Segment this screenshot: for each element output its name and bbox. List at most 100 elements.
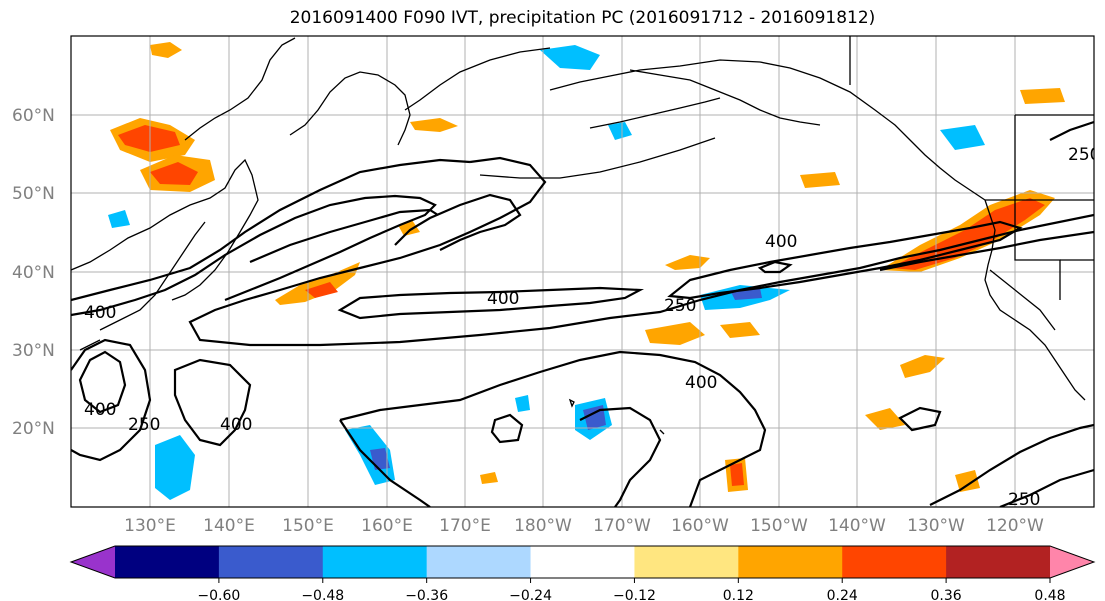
colorbar-segment: [946, 546, 1051, 578]
precip-anomaly-blob: [865, 408, 905, 430]
precip-anomaly-blob: [150, 162, 198, 185]
ivt-contour-400: [667, 220, 1023, 300]
ivt-contour-250: [71, 338, 152, 462]
precip-anomaly-blob: [150, 42, 182, 58]
lon-label: 170°W: [593, 516, 651, 536]
lon-label: 180°W: [514, 516, 572, 536]
contour-label: 400: [685, 373, 717, 393]
colorbar-segment: [115, 546, 220, 578]
colorbar-tick-label: −0.24: [509, 588, 552, 601]
ivt-contour-400: [898, 406, 942, 432]
precip-anomaly-blob: [410, 118, 458, 132]
ivt-contours: [71, 120, 1094, 507]
ivt-contour-400: [173, 358, 252, 447]
lat-label: 30°N: [12, 341, 55, 361]
precip-anomaly-blob: [940, 125, 985, 150]
ivt-contour-250: [999, 468, 1094, 507]
lat-label: 60°N: [12, 106, 55, 126]
ivt-contour-250: [1049, 120, 1094, 141]
precip-anomaly-blob: [108, 210, 130, 228]
contour-label: 250: [664, 296, 696, 316]
precip-anomaly-blob: [480, 472, 498, 484]
colorbar-extend-min: [71, 546, 115, 578]
longitude-labels: 130°E 140°E 150°E 160°E 170°E 180°W 170°…: [124, 516, 1044, 536]
colorbar-tick-label: −0.36: [405, 588, 448, 601]
colorbar-tick-label: 0.24: [827, 588, 858, 601]
ivt-contour-250: [188, 156, 1094, 347]
contour-label: 250: [128, 415, 160, 435]
precip-shading: [108, 42, 1065, 500]
map-title: 2016091400 F090 IVT, precipitation PC (2…: [289, 8, 876, 28]
precip-anomaly-blob: [305, 282, 338, 298]
colorbar-segment: [218, 546, 324, 578]
precip-anomaly-blob: [583, 405, 606, 430]
lon-label: 120°W: [986, 516, 1044, 536]
precip-anomaly-blob: [540, 45, 600, 70]
lon-label: 140°W: [828, 516, 886, 536]
colorbar: [69, 545, 1096, 579]
contour-label: 400: [84, 400, 116, 420]
colorbar-segment: [842, 546, 947, 578]
colorbar-tick-label: 0.36: [931, 588, 962, 601]
ivt-contour-250: [929, 423, 1094, 506]
colorbar-segment: [322, 546, 428, 578]
contour-labels: 400 400 250 400 400 250 400 250 250 400: [84, 145, 1100, 510]
precip-anomaly-blob: [645, 322, 705, 345]
contour-label: 400: [220, 415, 252, 435]
lon-label: 150°E: [282, 516, 334, 536]
precip-anomaly-blob: [720, 322, 760, 338]
precip-anomaly-blob: [608, 122, 632, 140]
contour-label: 250: [1008, 490, 1040, 510]
colorbar-tick-label: 0.12: [723, 588, 754, 601]
lat-label: 40°N: [12, 263, 55, 283]
precip-anomaly-blob: [118, 125, 180, 152]
latitude-labels: 60°N 50°N 40°N 30°N 20°N: [12, 106, 55, 439]
ivt-contour-250: [339, 419, 431, 507]
precip-anomaly-blob: [1020, 88, 1065, 104]
precip-anomaly-blob: [955, 470, 980, 492]
lon-label: 170°E: [439, 516, 491, 536]
ivt-contour-400: [757, 260, 793, 274]
lon-label: 150°W: [750, 516, 808, 536]
ivt-contour-400: [490, 413, 524, 444]
ivt-contour-250: [339, 350, 767, 507]
contour-label: 400: [765, 232, 797, 252]
colorbar-labels: −0.60 −0.48 −0.36 −0.24 −0.12 0.12 0.24 0.36 0.4…: [197, 578, 1066, 601]
colorbar-segment: [426, 546, 532, 578]
precip-anomaly-blob: [730, 463, 744, 486]
precip-anomaly-blob: [900, 355, 945, 378]
ivt-contour-400: [78, 350, 127, 414]
ivt-contour-400: [337, 286, 645, 320]
lat-label: 20°N: [12, 419, 55, 439]
precip-anomaly-blob: [800, 172, 840, 188]
lon-label: 160°W: [671, 516, 729, 536]
colorbar-segment: [634, 546, 739, 578]
lon-label: 160°E: [361, 516, 413, 536]
colorbar-tick-label: −0.48: [301, 588, 344, 601]
ivt-contour-400: [879, 230, 1094, 272]
ivt-contour-250: [71, 158, 471, 302]
contour-label: 250: [1068, 145, 1100, 165]
ivt-contour-400: [71, 194, 437, 317]
colorbar-extend-max: [1050, 546, 1094, 578]
precip-anomaly-blob: [665, 255, 710, 270]
colorbar-tick-label: 0.48: [1034, 588, 1065, 601]
colorbar-tick-label: −0.12: [613, 588, 656, 601]
contour-label: 400: [84, 303, 116, 323]
precip-anomaly-blob: [345, 425, 395, 485]
precip-anomaly-blob: [155, 435, 195, 500]
colorbar-segment: [738, 546, 843, 578]
map-frame: [70, 35, 1095, 508]
contour-label: 400: [487, 289, 519, 309]
colorbar-tick-label: −0.60: [197, 588, 240, 601]
ivt-contour-400: [579, 406, 662, 507]
colorbar-outline: [69, 545, 1096, 579]
ivt-contour-400: [249, 208, 439, 264]
ivt-contour-400: [394, 193, 522, 251]
lon-label: 140°E: [203, 516, 255, 536]
colorbar-segment: [530, 546, 635, 578]
coastlines: [71, 36, 1094, 435]
lon-label: 130°W: [907, 516, 965, 536]
lat-label: 50°N: [12, 184, 55, 204]
